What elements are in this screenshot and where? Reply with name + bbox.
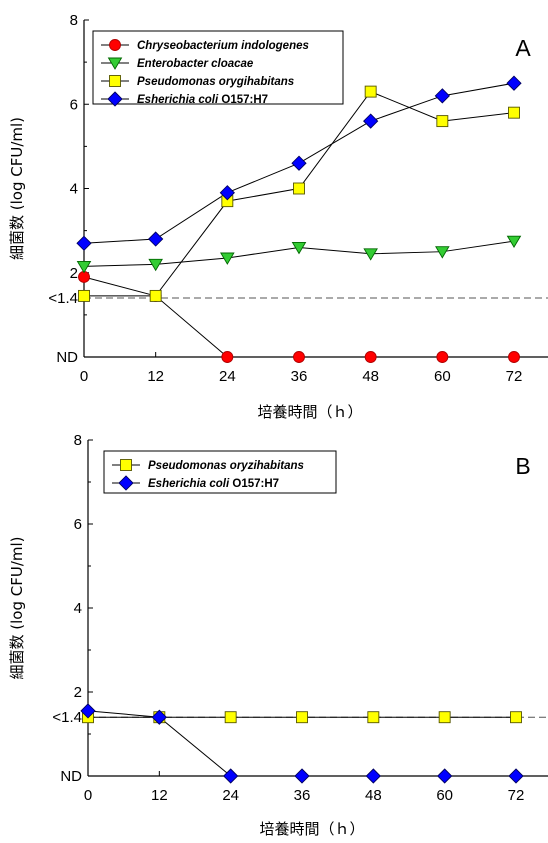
data-point [436,115,449,128]
legend-series-suffix: O157:H7 [229,478,279,490]
data-point [223,768,239,784]
data-point [296,711,308,724]
y-axis-title: 細菌数 (log CFU/ml) [8,536,26,679]
x-tick-label: 0 [80,368,88,385]
legend-label: Esherichia coli O157:H7 [137,94,268,106]
legend-box [103,450,337,494]
y-tick-label: 8 [74,432,82,449]
legend-series-name: Pseudomonas oryzihabitans [148,460,304,472]
x-tick-label: 60 [434,368,451,385]
data-point [438,711,451,724]
y-tick-label: 6 [74,516,82,533]
legend-box [92,30,344,105]
data-point [364,85,377,98]
x-tick-label: 72 [506,368,523,385]
data-point [291,242,307,255]
data-point [363,248,378,261]
data-point [148,231,164,247]
data-point [76,260,92,274]
legend-marker [109,75,121,87]
data-point [437,768,453,784]
x-axis-title: 培養時間（ｈ） [259,820,364,838]
legend-series-suffix: O157:H7 [218,94,268,106]
data-point [149,289,162,302]
y-tick-label: 4 [70,181,78,198]
data-point [219,185,235,201]
legend-label: Pseudomonas oryzihabitans [148,460,304,472]
x-tick-label: 24 [222,787,239,804]
data-point [221,351,234,363]
data-point [508,351,520,363]
x-tick-label: 36 [294,787,311,804]
data-point [510,711,522,724]
data-point [291,155,307,171]
x-tick-label: 48 [362,368,379,385]
y-tick-label: 2 [70,265,78,282]
data-point [293,182,305,195]
legend-label: Esherichia coli O157:H7 [148,478,279,490]
data-point [365,768,381,784]
data-point [76,235,92,251]
data-point [367,711,380,724]
legend-marker [109,39,121,51]
legend-marker [118,475,134,491]
legend-series-name: Esherichia coli [148,478,230,490]
legend-marker [120,459,132,471]
panel-label: A [515,35,531,61]
legend: Pseudomonas oryzihabitans Esherichia coli… [103,450,337,494]
x-tick-label: 12 [147,368,164,385]
x-tick-label: 12 [151,787,168,804]
legend-label: Pseudomonas orygihabitans [137,76,294,88]
legend-label: Enterobacter cloacae [137,58,254,70]
x-tick-label: 60 [436,787,453,804]
data-point [435,246,450,259]
y-tick-label: ND [56,349,78,366]
data-point [224,711,237,724]
x-tick-label: 48 [365,787,382,804]
y-axis-title: 細菌数 (log CFU/ml) [8,117,26,260]
data-point [294,768,310,784]
data-point [506,235,522,249]
data-point [434,88,450,104]
y-tick-label: <1.4 [48,290,78,307]
data-point [508,768,524,784]
legend-marker [107,57,123,70]
legend-series-name: Pseudomonas orygihabitans [137,76,294,88]
y-tick-label: 8 [70,12,78,29]
x-tick-label: 0 [84,787,92,804]
data-point [508,106,520,119]
legend-series-name: Chryseobacterium indologenes [137,40,309,52]
panel-label: B [515,453,530,479]
data-point [436,351,449,363]
data-point [80,703,96,719]
y-tick-label: <1.4 [52,709,82,726]
series-line [83,276,514,358]
y-tick-label: ND [60,768,82,785]
y-tick-label: 6 [70,96,78,113]
data-point [151,709,167,725]
x-axis-title: 培養時間（ｈ） [257,403,362,421]
x-tick-label: 36 [291,368,308,385]
legend-marker [107,91,123,107]
data-point [363,113,379,129]
y-tick-label: 2 [74,684,82,701]
legend-series-name: Enterobacter cloacae [137,58,254,70]
data-point [506,75,522,91]
legend: Chryseobacterium indologenes Enterobacter… [92,30,344,107]
data-point [364,351,377,363]
data-point [78,289,90,302]
data-point [148,258,163,272]
data-point [293,351,305,363]
x-tick-label: 72 [508,787,525,804]
data-point [220,252,235,265]
legend-series-name: Esherichia coli [137,94,219,106]
legend-label: Chryseobacterium indologenes [137,40,309,52]
y-tick-label: 4 [74,600,82,617]
x-tick-label: 24 [219,368,236,385]
